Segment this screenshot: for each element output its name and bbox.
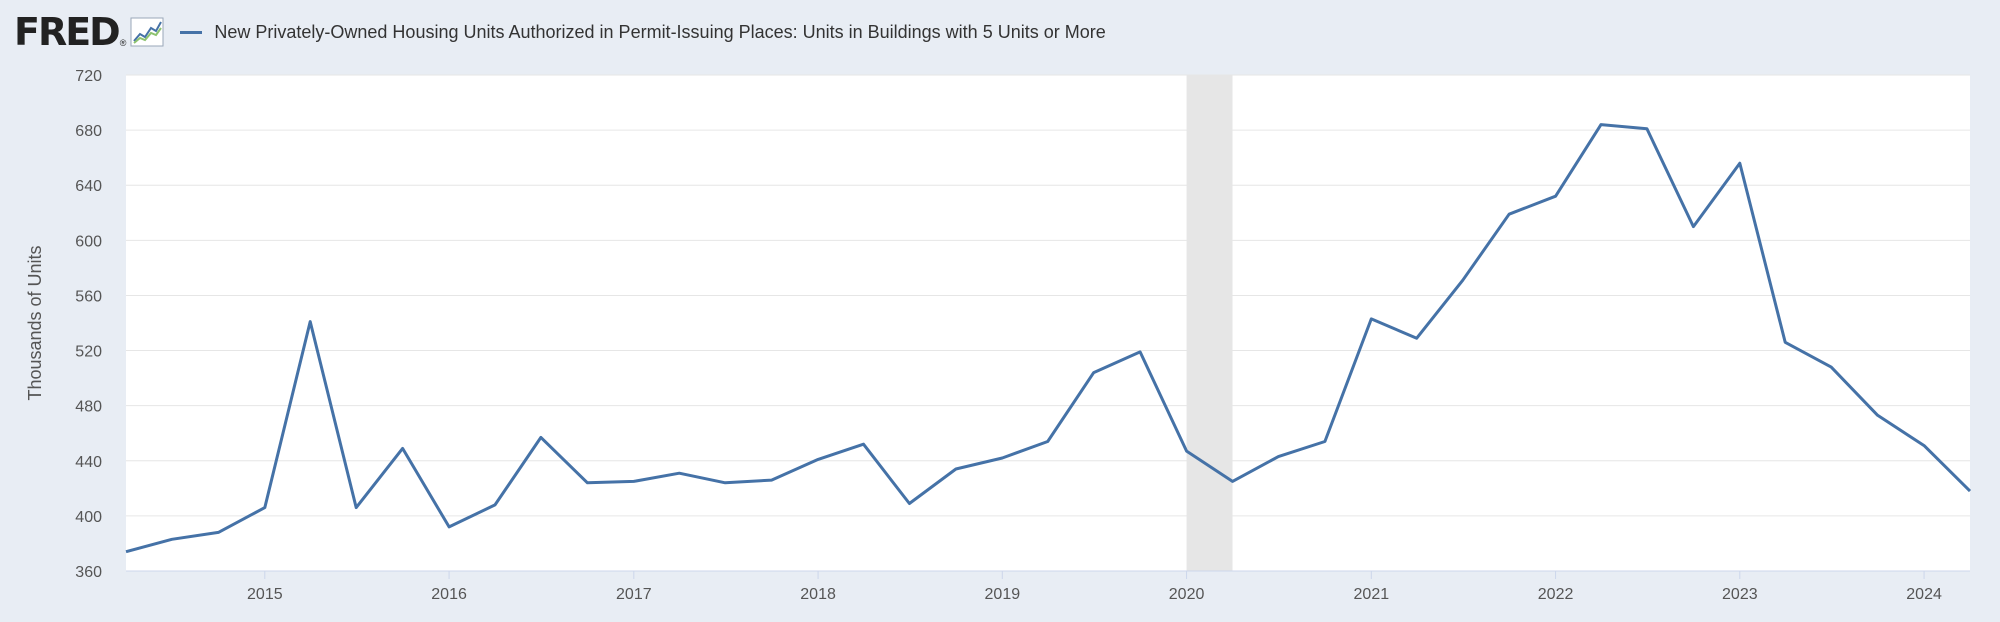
y-tick-label-360: 360	[75, 564, 102, 581]
data-point-2016-10-01[interactable]	[585, 481, 589, 485]
data-point-2018-07-01[interactable]	[907, 501, 911, 505]
data-point-2015-10-01[interactable]	[401, 446, 405, 450]
data-point-2021-10-01[interactable]	[1507, 212, 1511, 216]
data-point-2020-07-01[interactable]	[1276, 455, 1280, 459]
data-point-2014-04-01[interactable]	[124, 550, 128, 554]
data-point-2017-07-01[interactable]	[723, 481, 727, 485]
x-tick-label-2023: 2023	[1722, 586, 1758, 603]
y-tick-label-440: 440	[75, 454, 102, 471]
grid-lines	[126, 74, 1970, 517]
data-point-2016-04-01[interactable]	[493, 503, 497, 507]
data-point-2020-10-01[interactable]	[1323, 439, 1327, 443]
data-point-2021-07-01[interactable]	[1461, 278, 1465, 282]
legend-series-name: New Privately-Owned Housing Units Author…	[214, 21, 1106, 42]
chart-header: FRED ® New Privately-Owned Housing Units…	[14, 10, 1106, 54]
data-point-2024-01-01[interactable]	[1922, 444, 1926, 448]
data-point-2022-01-01[interactable]	[1554, 194, 1558, 198]
data-point-2018-01-01[interactable]	[816, 457, 820, 461]
legend-swatch	[180, 30, 203, 34]
y-tick-label-520: 520	[75, 344, 102, 361]
data-point-2022-07-01[interactable]	[1645, 127, 1649, 131]
chart-legend: New Privately-Owned Housing Units Author…	[180, 21, 1106, 43]
y-tick-label-600: 600	[75, 233, 102, 250]
y-tick-label-720: 720	[75, 68, 102, 85]
data-point-2024-04-01[interactable]	[1968, 489, 1972, 493]
data-point-2022-10-01[interactable]	[1691, 225, 1695, 229]
logo-registered-mark: ®	[119, 38, 127, 48]
data-point-2017-04-01[interactable]	[677, 471, 681, 475]
data-point-2018-10-01[interactable]	[954, 467, 958, 471]
data-point-2017-01-01[interactable]	[632, 479, 636, 483]
x-tick-label-2021: 2021	[1354, 586, 1390, 603]
x-tick-label-2017: 2017	[616, 586, 652, 603]
data-point-2015-07-01[interactable]	[354, 506, 358, 510]
fred-logo[interactable]: FRED ®	[14, 13, 164, 51]
logo-text: FRED	[14, 10, 121, 54]
data-point-2017-10-01[interactable]	[770, 478, 774, 482]
data-point-2020-04-01[interactable]	[1231, 479, 1235, 483]
data-point-2021-01-01[interactable]	[1369, 317, 1373, 321]
x-tick-label-2020: 2020	[1169, 586, 1205, 603]
x-axis-labels: 2015 2016 2017 2018 2019 2020 2021 2022 2023 2024	[247, 586, 1942, 603]
x-axis-ticks	[264, 571, 1925, 579]
series-line[interactable]	[125, 123, 1972, 554]
x-tick-label-2022: 2022	[1538, 586, 1574, 603]
data-point-2023-01-01[interactable]	[1738, 161, 1742, 165]
y-tick-label-640: 640	[75, 178, 102, 195]
y-tick-label-680: 680	[75, 123, 102, 140]
y-tick-label-560: 560	[75, 288, 102, 305]
data-point-2014-07-01[interactable]	[170, 537, 174, 541]
data-point-2022-04-01[interactable]	[1599, 123, 1603, 127]
y-tick-label-480: 480	[75, 399, 102, 416]
data-point-2020-01-01[interactable]	[1185, 449, 1189, 453]
recession-shading	[1186, 75, 1233, 571]
data-point-2019-04-01[interactable]	[1046, 439, 1050, 443]
data-point-2015-01-01[interactable]	[263, 506, 267, 510]
data-point-2019-01-01[interactable]	[1000, 456, 1004, 460]
plot-background	[126, 75, 1970, 571]
logo-graph-icon	[130, 17, 164, 47]
data-point-2021-04-01[interactable]	[1415, 336, 1419, 340]
data-point-2019-07-01[interactable]	[1092, 371, 1096, 375]
x-tick-label-2019: 2019	[985, 586, 1021, 603]
x-tick-label-2018: 2018	[800, 586, 836, 603]
data-point-2016-01-01[interactable]	[447, 525, 451, 529]
y-axis-labels: 360 400 440 480 520 560 600 640 680 720	[75, 68, 102, 581]
data-point-2019-10-01[interactable]	[1138, 350, 1142, 354]
data-point-2023-07-01[interactable]	[1829, 365, 1833, 369]
data-point-2018-04-01[interactable]	[861, 442, 865, 446]
data-point-2023-04-01[interactable]	[1783, 340, 1787, 344]
y-axis-title: Thousands of Units	[25, 245, 45, 400]
x-tick-label-2016: 2016	[431, 586, 467, 603]
data-point-2016-07-01[interactable]	[539, 435, 543, 439]
data-point-2015-04-01[interactable]	[308, 320, 312, 324]
x-tick-label-2015: 2015	[247, 586, 283, 603]
x-tick-label-2024: 2024	[1906, 586, 1942, 603]
y-tick-label-400: 400	[75, 509, 102, 526]
recession-band-0	[1186, 75, 1233, 571]
data-point-2014-10-01[interactable]	[216, 530, 220, 534]
data-point-2023-10-01[interactable]	[1876, 413, 1880, 417]
